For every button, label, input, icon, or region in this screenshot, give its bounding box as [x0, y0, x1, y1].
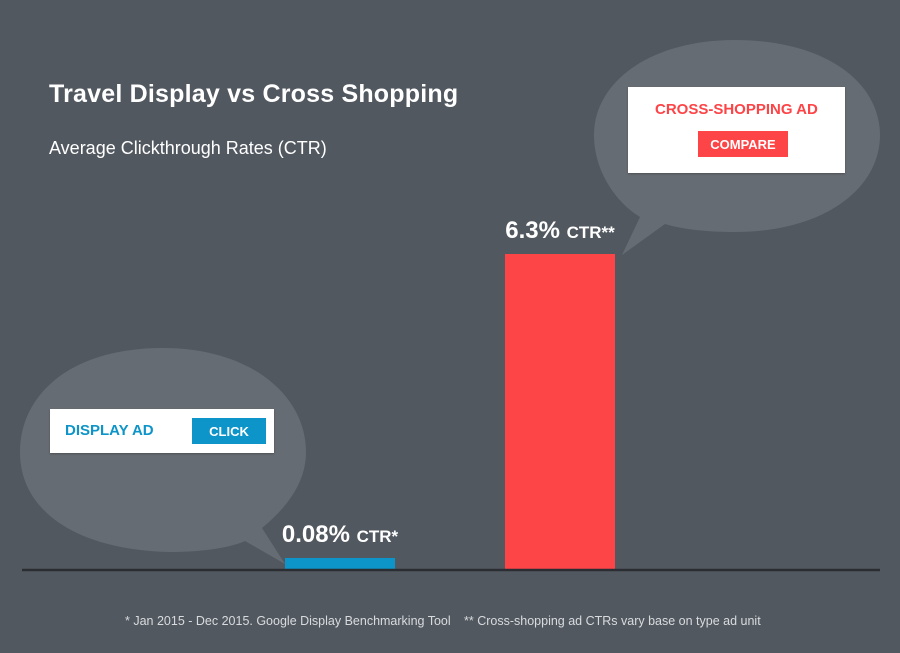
- chart-title: Travel Display vs Cross Shopping: [49, 80, 459, 108]
- bar-value-label-cross: 6.3% CTR**: [505, 217, 615, 244]
- bar-value-label-display: 0.08% CTR*: [282, 521, 399, 548]
- footnote-cross-shopping: ** Cross-shopping ad CTRs vary base on t…: [464, 614, 761, 628]
- bar-value-suffix-display: CTR*: [357, 527, 399, 546]
- display-ad-label: DISPLAY AD: [65, 422, 154, 439]
- bar-value-cross: 6.3%: [505, 217, 566, 244]
- cross-ad-label: CROSS-SHOPPING AD: [655, 101, 818, 118]
- bar-value-suffix-cross: CTR**: [567, 223, 616, 242]
- footnote-source: * Jan 2015 - Dec 2015. Google Display Be…: [125, 614, 451, 628]
- bar-cross: [505, 254, 615, 570]
- bar-display: [285, 558, 395, 570]
- display-ad-speech-bubble: [20, 348, 306, 564]
- cross-ad-compare-button[interactable]: COMPARE: [698, 131, 788, 157]
- chart-subtitle: Average Clickthrough Rates (CTR): [49, 138, 327, 158]
- cross-ad-card: CROSS-SHOPPING AD COMPARE: [628, 87, 845, 173]
- bar-value-display: 0.08%: [282, 521, 357, 548]
- display-ad-card: DISPLAY AD CLICK: [50, 409, 274, 453]
- display-ad-click-button[interactable]: CLICK: [192, 418, 266, 444]
